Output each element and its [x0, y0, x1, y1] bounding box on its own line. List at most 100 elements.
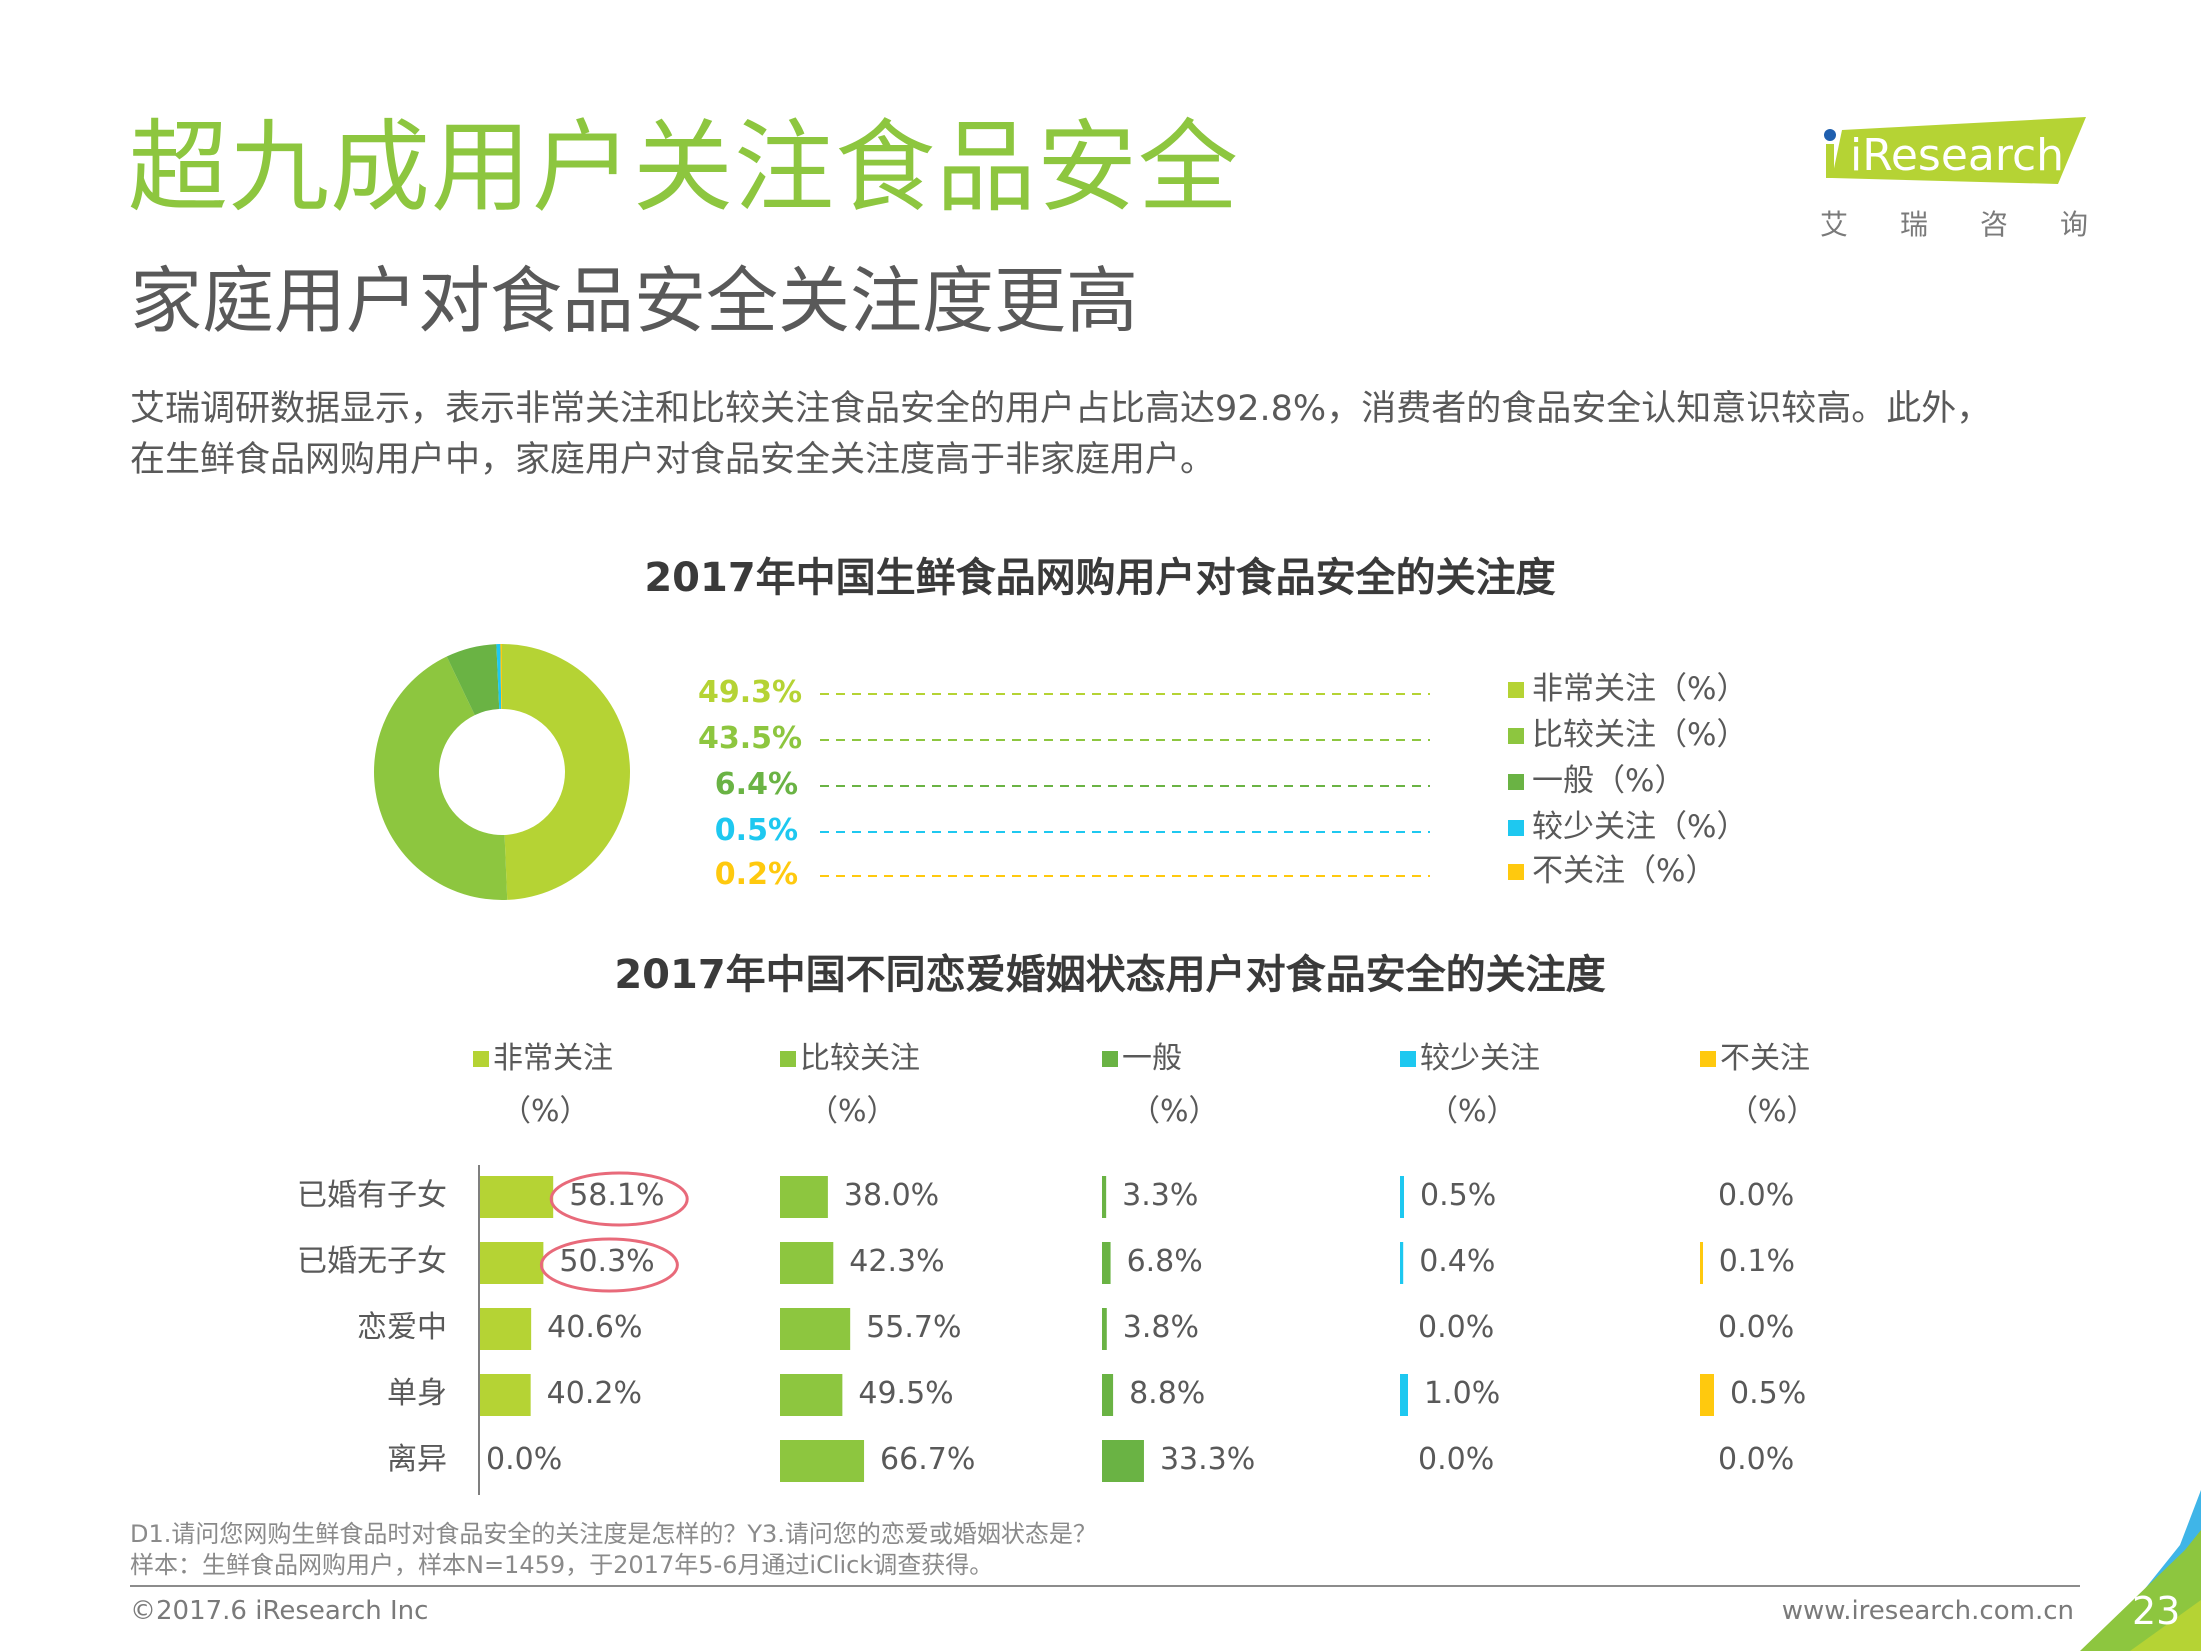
- sample-note: 样本：生鲜食品网购用户，样本N=1459，于2017年5-6月通过iClick调…: [130, 1551, 994, 1579]
- series-swatch: [1102, 1051, 1118, 1067]
- series-name: 不关注: [1720, 1041, 1810, 1076]
- bar-series-header: 比较关注: [780, 1044, 920, 1074]
- bar: [1102, 1176, 1107, 1218]
- series-name: 非常关注: [493, 1041, 613, 1076]
- logo-cn-char: 艾: [1820, 208, 1848, 241]
- bar: [1400, 1176, 1404, 1218]
- bar-value-label: 58.1%: [569, 1178, 665, 1213]
- bar-series-header: 不关注: [1700, 1044, 1810, 1074]
- donut-value-label: 43.5%: [698, 721, 803, 756]
- series-swatch: [780, 1051, 796, 1067]
- donut-slice: [502, 644, 631, 900]
- donut-value-label: 0.5%: [714, 813, 798, 848]
- bar-value-label: 66.7%: [880, 1442, 976, 1477]
- donut-legend-item: 较少关注（%）: [1508, 812, 1747, 843]
- legend-swatch: [1508, 727, 1524, 744]
- series-swatch: [1700, 1051, 1716, 1067]
- bar-value-label: 0.1%: [1718, 1244, 1796, 1279]
- donut-legend-item: 非常关注（%）: [1508, 674, 1747, 705]
- bar-series-header: 较少关注: [1400, 1044, 1540, 1074]
- bar-row-label: 单身: [387, 1376, 447, 1411]
- logo-brand-text: iResearch: [1850, 130, 2064, 181]
- donut-slice: [500, 644, 502, 710]
- series-unit: （%）: [1130, 1094, 1219, 1129]
- bar-value-label: 49.5%: [858, 1376, 954, 1411]
- bar: [1400, 1374, 1408, 1416]
- donut-slice: [496, 644, 502, 710]
- legend-swatch: [1508, 681, 1524, 698]
- highlight-circle: [549, 1171, 689, 1227]
- bar: [480, 1374, 531, 1416]
- bar-value-label: 38.0%: [843, 1178, 940, 1213]
- series-name: 一般: [1122, 1041, 1182, 1076]
- bar-value-label: 0.0%: [1718, 1310, 1795, 1345]
- bar-value-label: 3.3%: [1122, 1178, 1199, 1213]
- copyright-text: ©2017.6 iResearch Inc: [130, 1596, 429, 1626]
- series-name: 比较关注: [800, 1041, 920, 1076]
- bar: [1400, 1242, 1404, 1284]
- bar-row-label: 离异: [387, 1442, 447, 1477]
- donut-chart: [373, 644, 631, 901]
- bar-series-header: 一般: [1102, 1044, 1182, 1074]
- donut-value-label: 6.4%: [714, 767, 798, 802]
- logo-cn-char: 询: [2060, 208, 2088, 241]
- bar: [1700, 1374, 1714, 1416]
- bar-value-label: 40.2%: [546, 1376, 642, 1411]
- page-subtitle: 家庭用户对食品安全关注度更高: [130, 259, 1139, 343]
- bar-value-label: 0.4%: [1419, 1244, 1496, 1279]
- bar: [1102, 1242, 1111, 1284]
- logo-dot-icon: [1824, 129, 1836, 141]
- bar-row-label: 已婚无子女: [297, 1244, 447, 1279]
- summary-line-2: 在生鲜食品网购用户中，家庭用户对食品安全关注度高于非家庭用户。: [130, 440, 1216, 480]
- bar: [780, 1176, 828, 1218]
- bar: [480, 1242, 544, 1284]
- bar-row-label: 已婚有子女: [297, 1178, 447, 1213]
- bar-series-header: 非常关注: [473, 1044, 613, 1074]
- bar-value-label: 8.8%: [1129, 1376, 1206, 1411]
- legend-label: 非常关注（%）: [1532, 671, 1748, 707]
- bar-chart-title: 2017年中国不同恋爱婚姻状态用户对食品安全的关注度: [614, 952, 1606, 998]
- donut-legend-item: 不关注（%）: [1508, 856, 1716, 887]
- bar-value-label: 0.0%: [486, 1442, 563, 1477]
- corner-green-shape: [2080, 1530, 2201, 1651]
- bar-value-label: 0.0%: [1718, 1178, 1795, 1213]
- corner-lime-shape: [2130, 1600, 2201, 1651]
- iresearch-logo: iResearch 艾 瑞 咨 询: [1820, 112, 2095, 252]
- donut-chart-title: 2017年中国生鲜食品网购用户对食品安全的关注度: [644, 555, 1556, 601]
- bar-value-label: 50.3%: [559, 1244, 655, 1279]
- footer-divider: [130, 1585, 2080, 1587]
- bar: [480, 1308, 532, 1350]
- bar: [780, 1374, 843, 1416]
- summary-line-1: 艾瑞调研数据显示，表示非常关注和比较关注食品安全的用户占比高达92.8%，消费者…: [130, 389, 1992, 429]
- status-bar-chart: [478, 1165, 1714, 1495]
- bar-value-label: 42.3%: [849, 1244, 945, 1279]
- website-link[interactable]: www.iresearch.com.cn: [1781, 1596, 2074, 1626]
- series-unit: （%）: [808, 1094, 897, 1129]
- logo-cn-char: 咨: [1980, 208, 2008, 241]
- series-swatch: [473, 1051, 489, 1067]
- bar: [1700, 1242, 1703, 1284]
- bar-value-label: 0.5%: [1420, 1178, 1497, 1213]
- bar-value-label: 6.8%: [1126, 1244, 1203, 1279]
- bar-value-label: 33.3%: [1159, 1442, 1256, 1477]
- bar: [1102, 1374, 1114, 1416]
- series-unit: （%）: [1428, 1094, 1517, 1129]
- bar: [1102, 1440, 1144, 1482]
- donut-legend-item: 一般（%）: [1508, 766, 1685, 797]
- donut-value-label: 0.2%: [714, 857, 798, 892]
- bar-value-label: 0.0%: [1418, 1442, 1495, 1477]
- logo-banner-shape: [1832, 117, 2086, 184]
- logo-i-stem: [1826, 144, 1834, 178]
- corner-decoration: [2080, 1490, 2201, 1651]
- bar-value-label: 3.8%: [1122, 1310, 1199, 1345]
- bar-value-label: 40.6%: [547, 1310, 643, 1345]
- series-unit: （%）: [501, 1094, 590, 1129]
- series-unit: （%）: [1728, 1094, 1817, 1129]
- donut-value-leaders: [820, 693, 1430, 877]
- legend-swatch: [1508, 773, 1524, 790]
- bar-value-label: 55.7%: [866, 1310, 962, 1345]
- logo-graphic: iResearch 艾 瑞 咨 询: [1820, 117, 2088, 241]
- page-title: 超九成用户关注食品安全: [128, 109, 1239, 226]
- legend-swatch: [1508, 819, 1524, 836]
